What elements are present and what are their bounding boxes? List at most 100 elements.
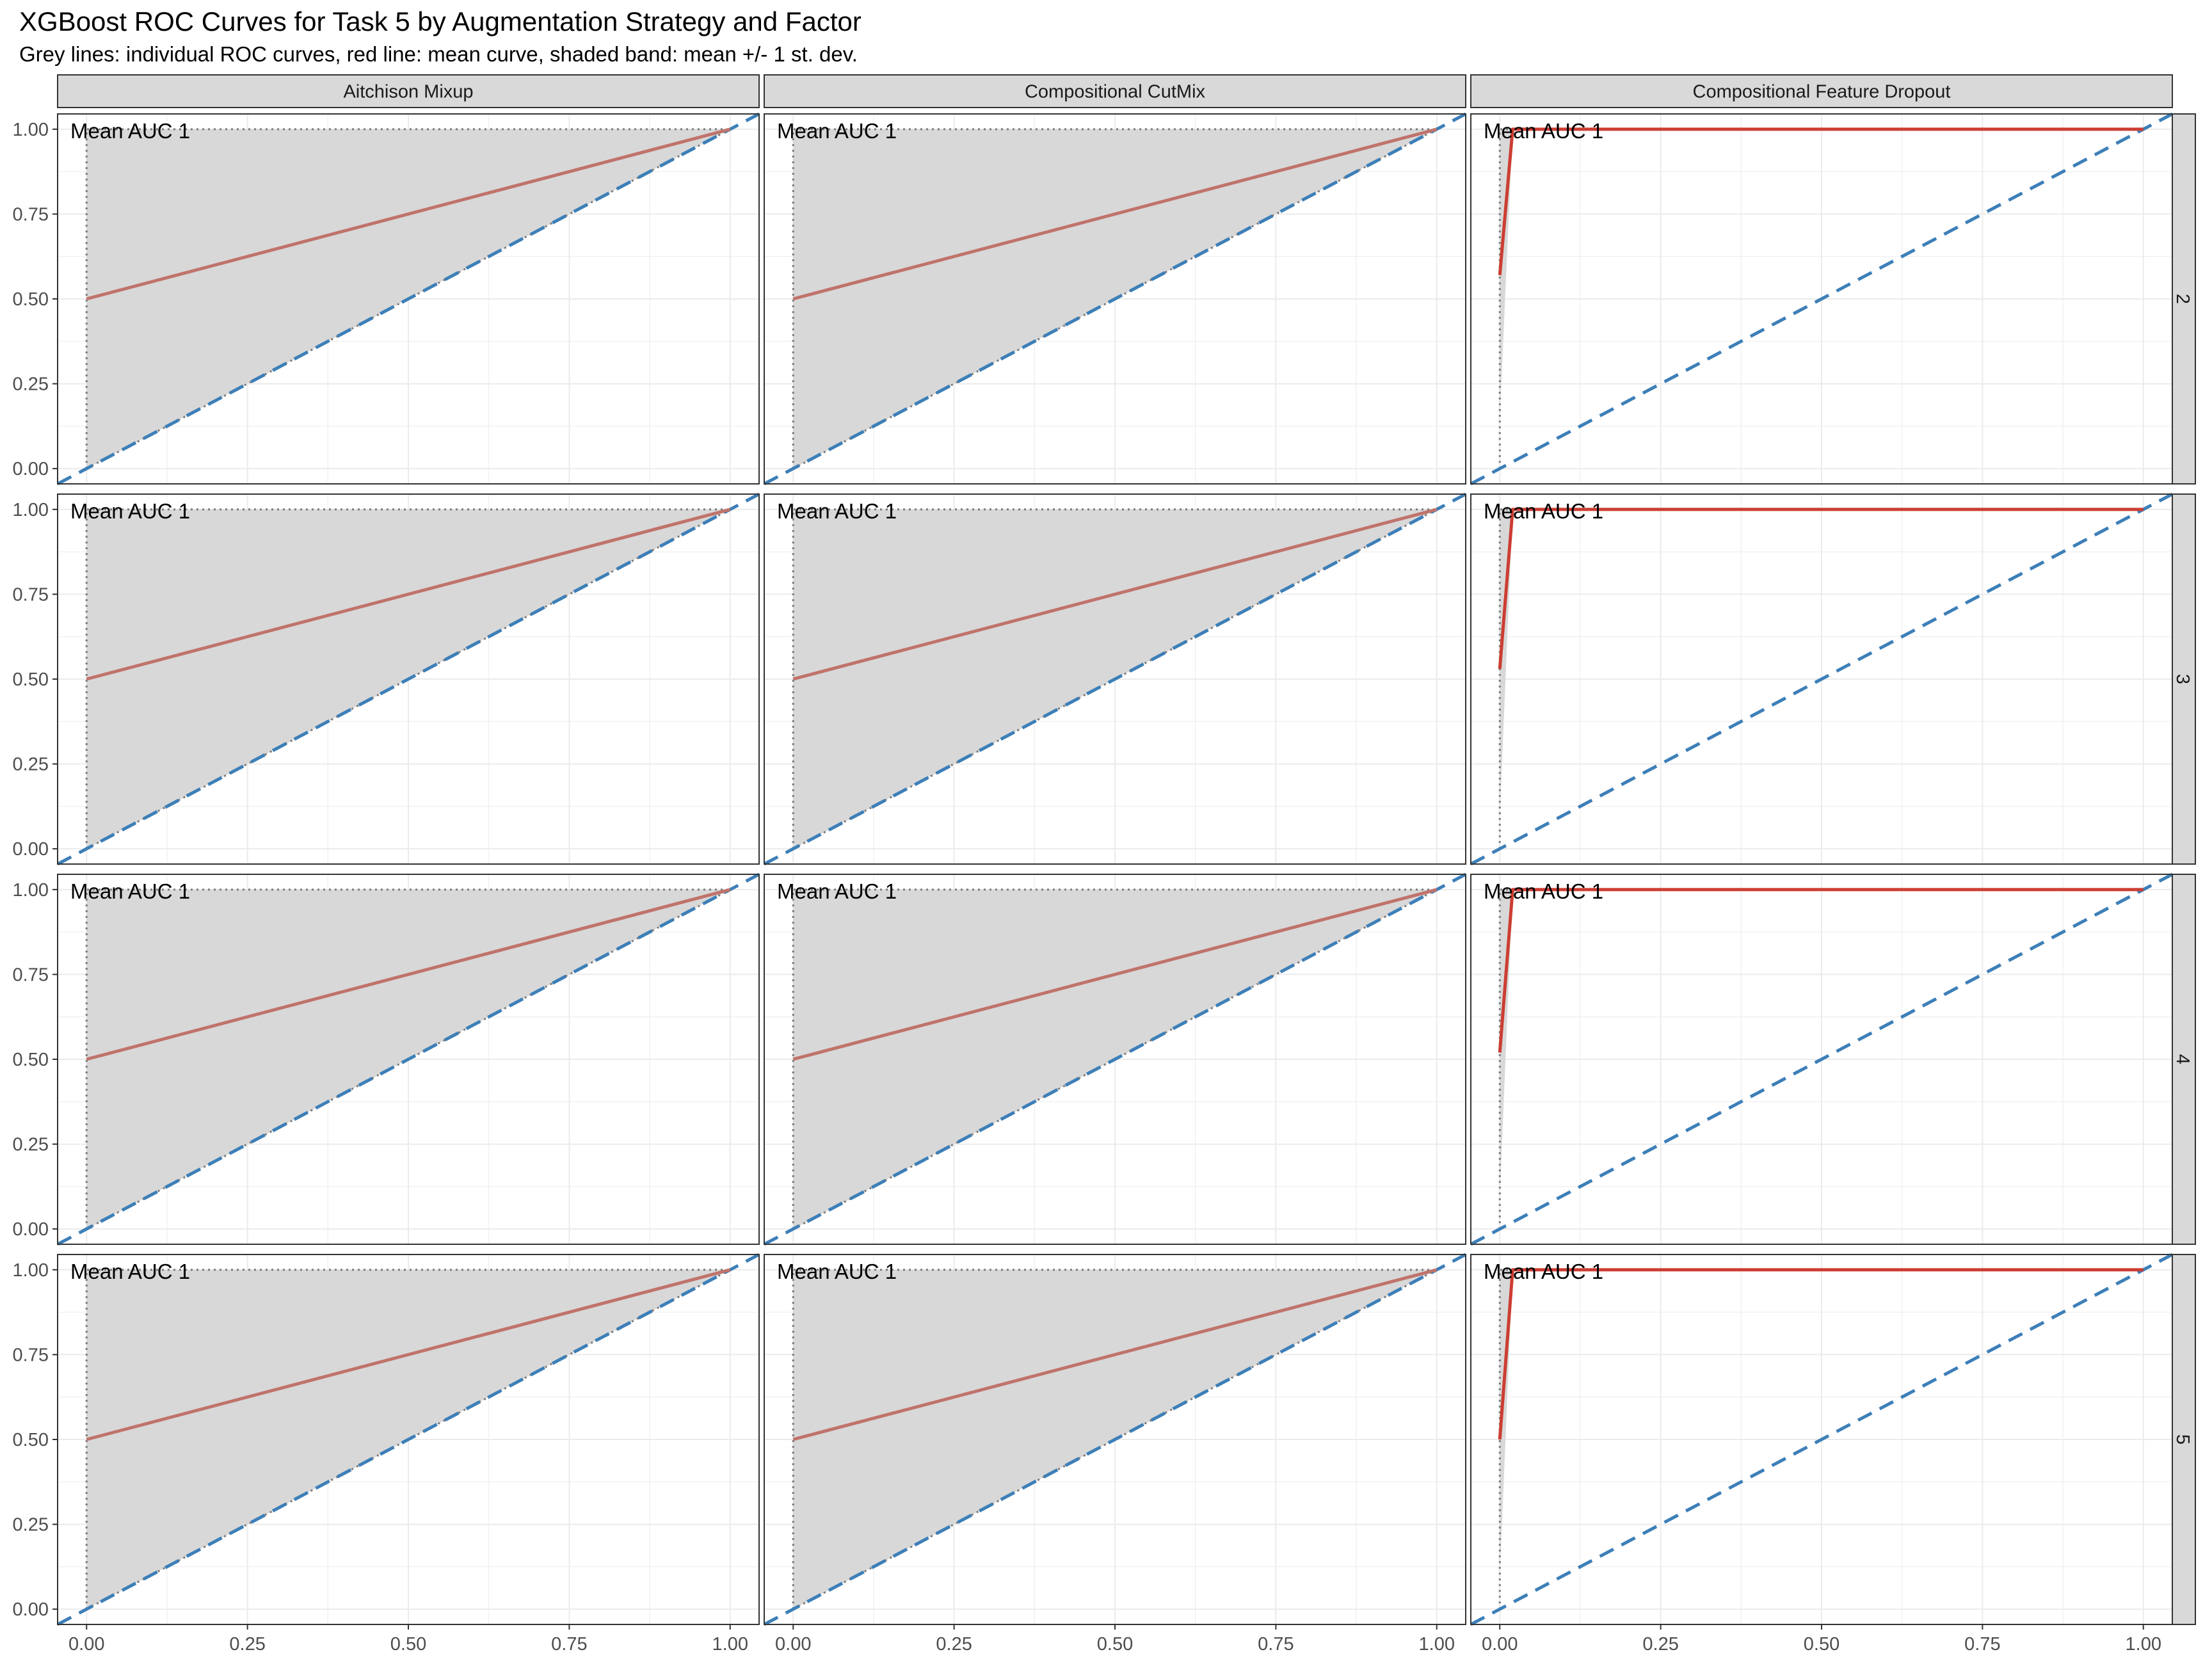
row-strip (2169, 1254, 2196, 1625)
facet-panel: Mean AUC 1 (763, 112, 1467, 486)
reference-diagonal-line (1470, 112, 2174, 486)
sd-band (1500, 889, 1513, 1196)
mean-auc-label: Mean AUC 1 (1484, 499, 1603, 523)
y-tick-label: 0.25 (13, 374, 49, 395)
y-tick-label: 0.00 (13, 459, 49, 479)
panel-border (764, 113, 1466, 485)
mean-auc-label: Mean AUC 1 (777, 119, 897, 143)
facet-panel: Mean AUC 1 0.00 0.25 0.50 0.75 1.00 (13, 872, 760, 1246)
mean-auc-label: Mean AUC 1 (1484, 879, 1603, 903)
y-tick-label: 1.00 (13, 500, 49, 520)
x-tick-label: 0.50 (390, 1634, 426, 1655)
mean-roc-curve (86, 888, 731, 1061)
y-tick-label: 0.50 (13, 669, 49, 690)
chart-subtitle: Grey lines: individual ROC curves, red l… (19, 42, 858, 66)
sd-band (793, 509, 1437, 849)
sd-band (1500, 1269, 1513, 1576)
mean-auc-label: Mean AUC 1 (70, 879, 190, 903)
y-tick-label: 1.00 (13, 880, 49, 901)
facet-panel: Mean AUC 1 (1470, 492, 2174, 866)
sd-band (793, 129, 1437, 469)
facet-panel: Mean AUC 1 0.00 0.25 0.50 0.75 1.00 (1470, 1253, 2174, 1655)
y-tick-label: 0.00 (13, 839, 49, 860)
reference-diagonal-line (763, 1253, 1467, 1626)
x-tick-label: 0.50 (1804, 1634, 1839, 1655)
column-strip-label: Aitchison Mixup (343, 82, 473, 102)
mean-roc-curve (792, 888, 1438, 1061)
reference-diagonal-line (56, 1253, 760, 1626)
y-tick-label: 0.75 (13, 965, 49, 985)
row-strip (2169, 874, 2196, 1245)
mean-auc-label: Mean AUC 1 (777, 499, 897, 523)
sd-band (1500, 129, 1513, 418)
y-tick-label: 0.00 (13, 1599, 49, 1620)
y-tick-label: 0.75 (13, 204, 49, 225)
x-tick-label: 1.00 (1419, 1634, 1455, 1655)
panel-border (1470, 493, 2173, 865)
y-tick-label: 0.75 (13, 1345, 49, 1365)
row-strip-label: 4 (2172, 1054, 2193, 1064)
mean-roc-curve (1498, 127, 2144, 276)
x-tick-label: 0.25 (229, 1634, 265, 1655)
y-tick-label: 1.00 (13, 1260, 49, 1281)
x-tick-label: 0.25 (936, 1634, 972, 1655)
row-strip-label: 3 (2172, 674, 2193, 684)
mean-roc-curve (1498, 1268, 2144, 1440)
mean-auc-label: Mean AUC 1 (1484, 119, 1603, 143)
mean-auc-label: Mean AUC 1 (70, 119, 190, 143)
y-tick-label: 0.00 (13, 1219, 49, 1240)
y-tick-label: 1.00 (13, 120, 49, 140)
x-tick-label: 0.00 (775, 1634, 811, 1655)
reference-diagonal-line (56, 872, 760, 1246)
facet-panel: Mean AUC 1 0.00 0.25 0.50 0.75 1.00 (13, 492, 760, 866)
facet-panel: Mean AUC 1 (1470, 872, 2174, 1246)
column-strip-label: Compositional CutMix (1025, 82, 1206, 102)
mean-auc-label: Mean AUC 1 (777, 879, 897, 903)
panel-border (764, 493, 1466, 865)
y-tick-label: 0.25 (13, 755, 49, 775)
x-tick-label: 1.00 (2126, 1634, 2161, 1655)
mean-roc-curve (86, 1268, 731, 1441)
panel-border (1470, 113, 2173, 485)
y-tick-label: 0.50 (13, 289, 49, 310)
column-strip (57, 74, 760, 108)
column-strip-label: Compositional Feature Dropout (1693, 82, 1951, 102)
panel-border (764, 874, 1466, 1245)
x-tick-label: 0.75 (1258, 1634, 1294, 1655)
mean-roc-curve (1498, 888, 2144, 1053)
x-tick-label: 0.00 (1482, 1634, 1518, 1655)
x-tick-label: 0.00 (68, 1634, 104, 1655)
reference-diagonal-line (763, 112, 1467, 486)
facet-grid: Aitchison Mixup Compositional CutMix Compo… (13, 74, 2196, 1655)
y-tick-label: 0.50 (13, 1430, 49, 1450)
facet-panel: Mean AUC 1 (763, 492, 1467, 866)
mean-roc-curve (86, 127, 731, 301)
sd-band (86, 509, 730, 849)
row-strip-label: 5 (2172, 1434, 2193, 1445)
row-strip (2169, 493, 2196, 865)
sd-band (1500, 509, 1513, 815)
facet-panel: Mean AUC 1 (763, 872, 1467, 1246)
row-strip-label: 2 (2172, 294, 2193, 304)
x-tick-label: 0.75 (1964, 1634, 2000, 1655)
mean-auc-label: Mean AUC 1 (70, 499, 190, 523)
y-tick-label: 0.50 (13, 1050, 49, 1070)
facet-panel: Mean AUC 1 (1470, 112, 2174, 486)
facet-panel: Mean AUC 1 0.00 0.25 0.50 0.75 1.00 (13, 112, 760, 486)
reference-diagonal-line (1470, 872, 2174, 1246)
reference-diagonal-line (763, 492, 1467, 866)
mean-auc-label: Mean AUC 1 (70, 1260, 190, 1283)
reference-diagonal-line (56, 492, 760, 866)
x-tick-label: 0.75 (551, 1634, 587, 1655)
reference-diagonal-line (1470, 1253, 2174, 1626)
panel-border (1470, 874, 2173, 1245)
reference-diagonal-line (56, 112, 760, 486)
mean-roc-curve (792, 127, 1438, 301)
reference-diagonal-line (1470, 492, 2174, 866)
chart-title: XGBoost ROC Curves for Task 5 by Augment… (19, 6, 862, 36)
mean-roc-curve (1498, 508, 2144, 669)
x-tick-label: 0.25 (1642, 1634, 1678, 1655)
column-strip (764, 74, 1466, 108)
y-tick-label: 0.25 (13, 1515, 49, 1535)
